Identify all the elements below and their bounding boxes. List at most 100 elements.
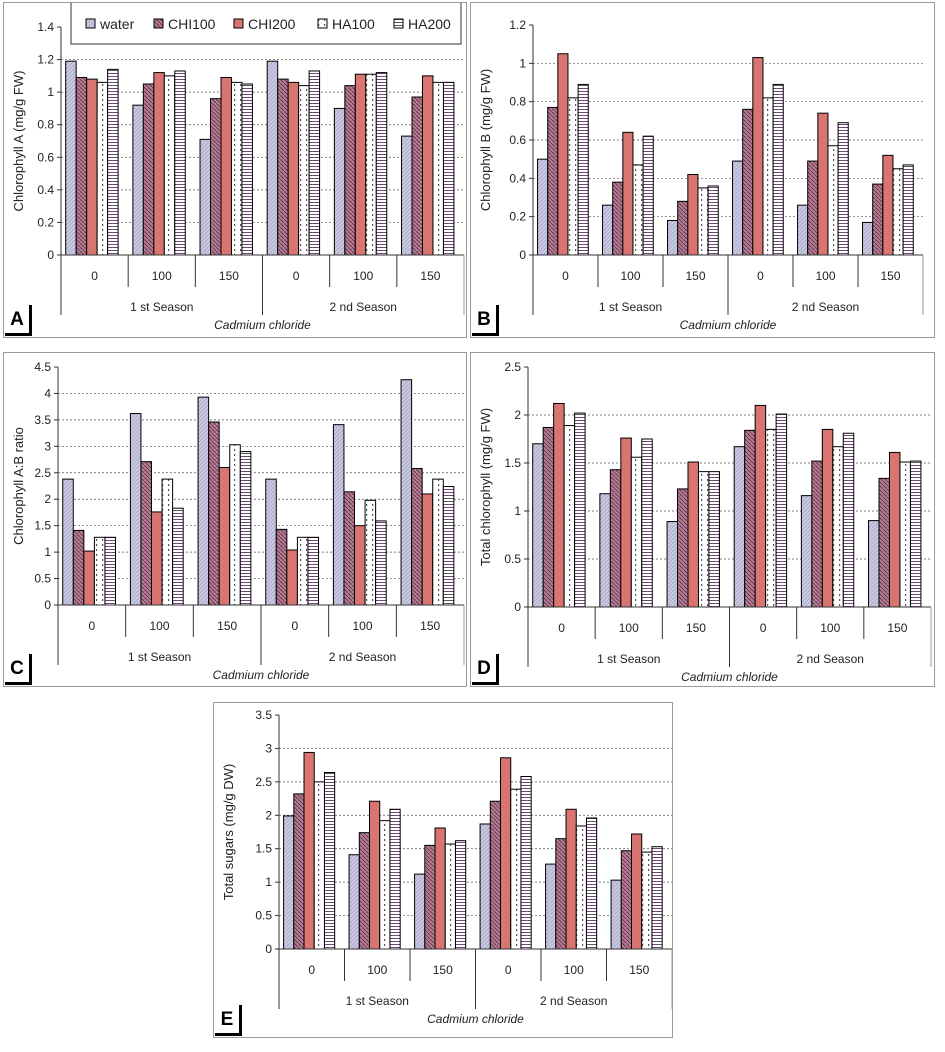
category-label: 150 [433,963,453,977]
legend-label: CHI100 [168,16,216,32]
bar-water [283,815,295,950]
bar-ha200 [641,438,653,608]
season-label: 1 st Season [599,300,662,314]
bar-ha200 [651,846,663,950]
bar-water [62,478,74,606]
season-label: 2 nd Season [540,994,607,1008]
bar-ha100 [313,781,325,950]
bar-ha100 [93,536,106,606]
bar-ha100 [697,471,710,608]
bar-ha200 [308,70,321,256]
bar-chi100 [612,181,624,256]
bar-chi100 [811,460,823,608]
bar-chi200 [687,461,699,608]
y-axis-label: Chlorophyll A:B ratio [11,427,26,545]
bar-ha200 [375,72,388,256]
bar-chi100 [489,800,502,950]
bar-chi100 [210,98,222,256]
category-label: 0 [505,963,512,977]
bar-ha200 [642,135,654,256]
y-tick-label: 2.5 [255,775,272,789]
bar-chi200 [434,827,446,950]
y-tick-label: 1.2 [509,18,526,32]
legend-label: water [99,16,135,32]
category-label: 100 [619,621,639,635]
y-tick-label: 0.2 [509,210,526,224]
bar-ha100 [364,499,377,606]
bar-chi200 [83,550,95,606]
bar-ha200 [375,520,387,606]
bar-chi200 [553,402,565,608]
bar-chi100 [275,528,288,606]
bar-water [65,60,77,256]
bar-chi100 [411,96,423,256]
category-label: 0 [760,621,767,635]
bar-chi200 [151,511,163,606]
category-label: 100 [353,269,373,283]
x-axis-label: Cadmium chloride [213,668,310,682]
bar-chi100 [424,844,436,950]
bar-chi200 [821,428,834,608]
bar-ha100 [697,187,709,256]
bar-chi200 [354,73,367,256]
bar-ha200 [307,536,320,606]
bar-chi200 [620,437,632,608]
y-tick-label: 0.6 [509,133,526,147]
panel-label-e: E [215,1005,242,1036]
bar-chi200 [286,549,298,606]
bar-water [610,879,622,950]
bar-ha200 [172,507,184,606]
bar-ha200 [520,776,532,950]
bar-ha100 [230,81,243,256]
bar-ha100 [510,788,522,950]
chart-b: 0 0.2 0.4 0.6 0.8 1 1.2 Chlorophyll B (mg/g FW)… [478,18,924,332]
category-label: 0 [88,619,95,633]
bar-water [414,873,426,950]
bar-water [733,446,746,608]
y-tick-label: 0.5 [504,552,521,566]
bar-chi100 [677,200,689,256]
chart-d: 0 0.5 1 1.5 2 2.5 Total chlorophyll (mg/g FW) 0… [478,360,932,684]
bar-chi100 [872,183,884,256]
bar-water [266,60,279,256]
category-label: 100 [564,963,584,977]
bar-chi200 [354,525,366,606]
y-tick-label: 0.6 [37,150,54,164]
category-label: 150 [685,269,705,283]
bar-chi200 [565,808,577,950]
category-label: 0 [757,269,764,283]
bar-ha200 [454,840,467,950]
category-label: 100 [815,269,835,283]
bar-ha100 [641,851,653,950]
bar-chi100 [293,793,305,950]
bar-ha100 [432,478,444,606]
y-tick-label: 0.2 [37,215,54,229]
season-label: 1 st Season [130,300,193,314]
bar-ha100 [96,81,109,256]
bar-ha100 [899,461,911,608]
bar-chi100 [140,461,153,606]
panel-label-b: B [472,305,499,336]
y-tick-label: 3.5 [34,413,51,427]
panel-d: 0 0.5 1 1.5 2 2.5 Total chlorophyll (mg/g FW) 0… [470,352,935,687]
bar-chi100 [744,429,756,608]
x-axis-label: Cadmium chloride [214,318,311,332]
legend-label: HA200 [408,16,451,32]
bar-water [332,424,345,606]
y-tick-label: 1 [265,875,272,889]
season-label: 1 st Season [346,994,409,1008]
bar-ha100 [567,97,579,256]
category-label: 100 [620,269,640,283]
bar-chi100 [620,850,633,950]
bar-chi100 [72,529,85,606]
bar-ha200 [708,471,720,608]
bar-water [732,160,744,256]
bar-ha100 [762,97,774,256]
y-tick-label: 3.5 [255,708,272,722]
bar-chi200 [421,493,434,606]
y-tick-label: 1.5 [34,519,51,533]
bar-water [348,854,360,950]
category-label: 150 [420,269,440,283]
bar-water [868,520,880,608]
y-axis-label: Chlorophyll A (mg/g FW) [11,71,26,212]
